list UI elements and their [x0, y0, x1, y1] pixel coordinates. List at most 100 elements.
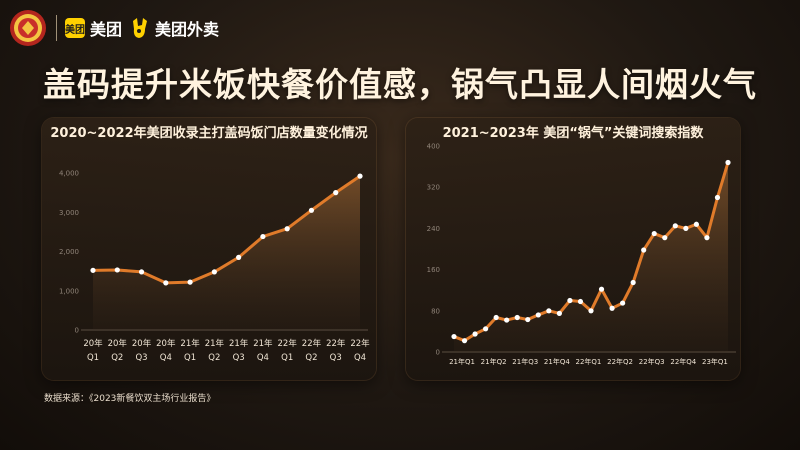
data-point — [641, 247, 647, 253]
data-point — [138, 269, 145, 275]
x-tick-label: 21年 — [229, 338, 249, 349]
data-point — [236, 254, 242, 260]
data-point — [672, 223, 678, 229]
data-point — [461, 338, 468, 344]
x-tick-label: 20年 — [83, 338, 103, 349]
wokqi-search-chart: 0 80 160 240 320 400 21年Q1 21年Q2 21年Q3 21年Q4 22年Q1… — [427, 143, 736, 366]
x-tick-label: 20年 — [156, 338, 176, 349]
x-tick-label: 22年 — [302, 338, 322, 349]
data-point — [683, 225, 689, 231]
data-point — [714, 194, 721, 201]
x-tick-label: 21年Q2 — [481, 357, 507, 366]
data-source-note: 数据来源：《2023新餐饮双主场行业报告》 — [44, 394, 216, 404]
y-tick-label: 3,000 — [59, 209, 79, 217]
x-tick-label: 20年 — [108, 338, 128, 349]
store-count-chart-panel: 2020~2022年美团收录主打盖码饭门店数量变化情况 0 1,000 2,000 3… — [42, 118, 376, 380]
data-point — [567, 297, 573, 304]
data-point — [704, 235, 710, 241]
data-point — [187, 279, 193, 285]
x-tick-label: 21年 — [253, 338, 273, 349]
data-point — [620, 300, 626, 306]
data-point — [651, 230, 657, 237]
data-point — [535, 312, 541, 318]
area-fill — [93, 176, 360, 330]
data-point — [693, 221, 699, 227]
data-point — [514, 314, 520, 321]
x-tick-label: Q3 — [135, 353, 147, 363]
meituan-waimai-brand: 美团外卖 — [130, 16, 219, 40]
data-point — [90, 267, 96, 273]
x-tick-label: 23年Q1 — [702, 357, 728, 366]
data-point — [630, 279, 636, 286]
data-point — [525, 316, 531, 323]
x-tick-label: 22年Q2 — [607, 357, 633, 366]
x-tick-label: 22年Q1 — [576, 357, 602, 366]
x-tick-label: 21年Q3 — [512, 357, 538, 366]
x-tick-label: 20年 — [132, 338, 152, 349]
data-point — [588, 308, 594, 314]
x-tick-label: Q4 — [354, 353, 366, 363]
anniversary-emblem-icon — [8, 8, 48, 48]
data-point — [556, 310, 562, 316]
data-point — [114, 267, 120, 273]
data-point — [357, 173, 363, 179]
series-line — [92, 174, 361, 285]
y-tick-label: 1,000 — [59, 287, 79, 295]
y-tick-label: 80 — [431, 307, 440, 315]
x-tick-label: 21年 — [205, 338, 225, 349]
y-tick-label: 160 — [427, 266, 440, 274]
x-tick-label: Q1 — [281, 353, 293, 363]
x-tick-label: Q2 — [305, 353, 317, 363]
x-tick-label: Q4 — [257, 353, 269, 363]
data-point — [577, 298, 584, 305]
waimai-kangaroo-icon — [133, 18, 148, 38]
meituan-waimai-brand-text: 美团外卖 — [155, 20, 220, 39]
store-count-chart: 0 1,000 2,000 3,000 4,000 20年 Q1 20年 Q2 20年 Q3 20年 Q… — [59, 170, 370, 364]
wokqi-search-chart-panel: 2021~2023年 美团“锅气”关键词搜索指数 0 80 160 240 320 400… — [406, 118, 740, 380]
x-tick-label: Q1 — [184, 353, 196, 363]
data-point — [333, 190, 339, 196]
data-point — [211, 269, 217, 275]
wokqi-search-chart-title: 2021~2023年 美团“锅气”关键词搜索指数 — [442, 126, 704, 141]
y-tick-label: 2,000 — [59, 248, 79, 256]
data-point — [609, 305, 615, 311]
x-tick-label: 22年Q3 — [639, 357, 665, 366]
data-point — [504, 317, 510, 323]
data-point — [163, 280, 169, 286]
data-point — [451, 333, 457, 340]
y-tick-label: 400 — [427, 143, 440, 151]
y-tick-label: 320 — [427, 184, 440, 192]
x-tick-label: Q2 — [111, 353, 123, 363]
data-point — [260, 233, 266, 240]
data-point — [472, 331, 478, 337]
data-point — [662, 235, 668, 241]
x-tick-label: Q2 — [208, 353, 220, 363]
header-bar: 美团 美团 美团外卖 — [8, 8, 219, 48]
x-tick-label: 21年Q4 — [544, 357, 570, 366]
data-point — [483, 326, 489, 332]
y-tick-label: 0 — [436, 349, 440, 357]
data-point — [725, 159, 731, 166]
data-point — [284, 226, 290, 232]
area-fill — [454, 162, 728, 352]
store-count-chart-title: 2020~2022年美团收录主打盖码饭门店数量变化情况 — [50, 126, 368, 141]
header-divider — [56, 15, 57, 41]
data-point — [546, 308, 552, 314]
data-point — [308, 207, 315, 213]
x-tick-label: 22年 — [326, 338, 346, 349]
y-tick-label: 240 — [427, 225, 440, 233]
x-tick-label: 22年 — [350, 338, 370, 349]
meituan-logo-icon: 美团 — [65, 18, 85, 38]
x-tick-label: Q1 — [87, 353, 99, 363]
x-tick-label: 22年Q4 — [670, 357, 696, 366]
x-tick-label: Q3 — [233, 353, 245, 363]
x-tick-label: Q4 — [160, 353, 172, 363]
y-tick-label: 0 — [75, 327, 79, 335]
x-tick-label: 21年Q1 — [449, 357, 475, 366]
page-headline: 盖码提升米饭快餐价值感，锅气凸显人间烟火气 — [43, 65, 757, 104]
x-tick-label: 22年 — [278, 338, 298, 349]
meituan-brand: 美团 美团 — [65, 16, 122, 40]
y-tick-label: 4,000 — [59, 170, 79, 178]
x-tick-label: 21年 — [180, 338, 200, 349]
data-point — [598, 286, 605, 292]
